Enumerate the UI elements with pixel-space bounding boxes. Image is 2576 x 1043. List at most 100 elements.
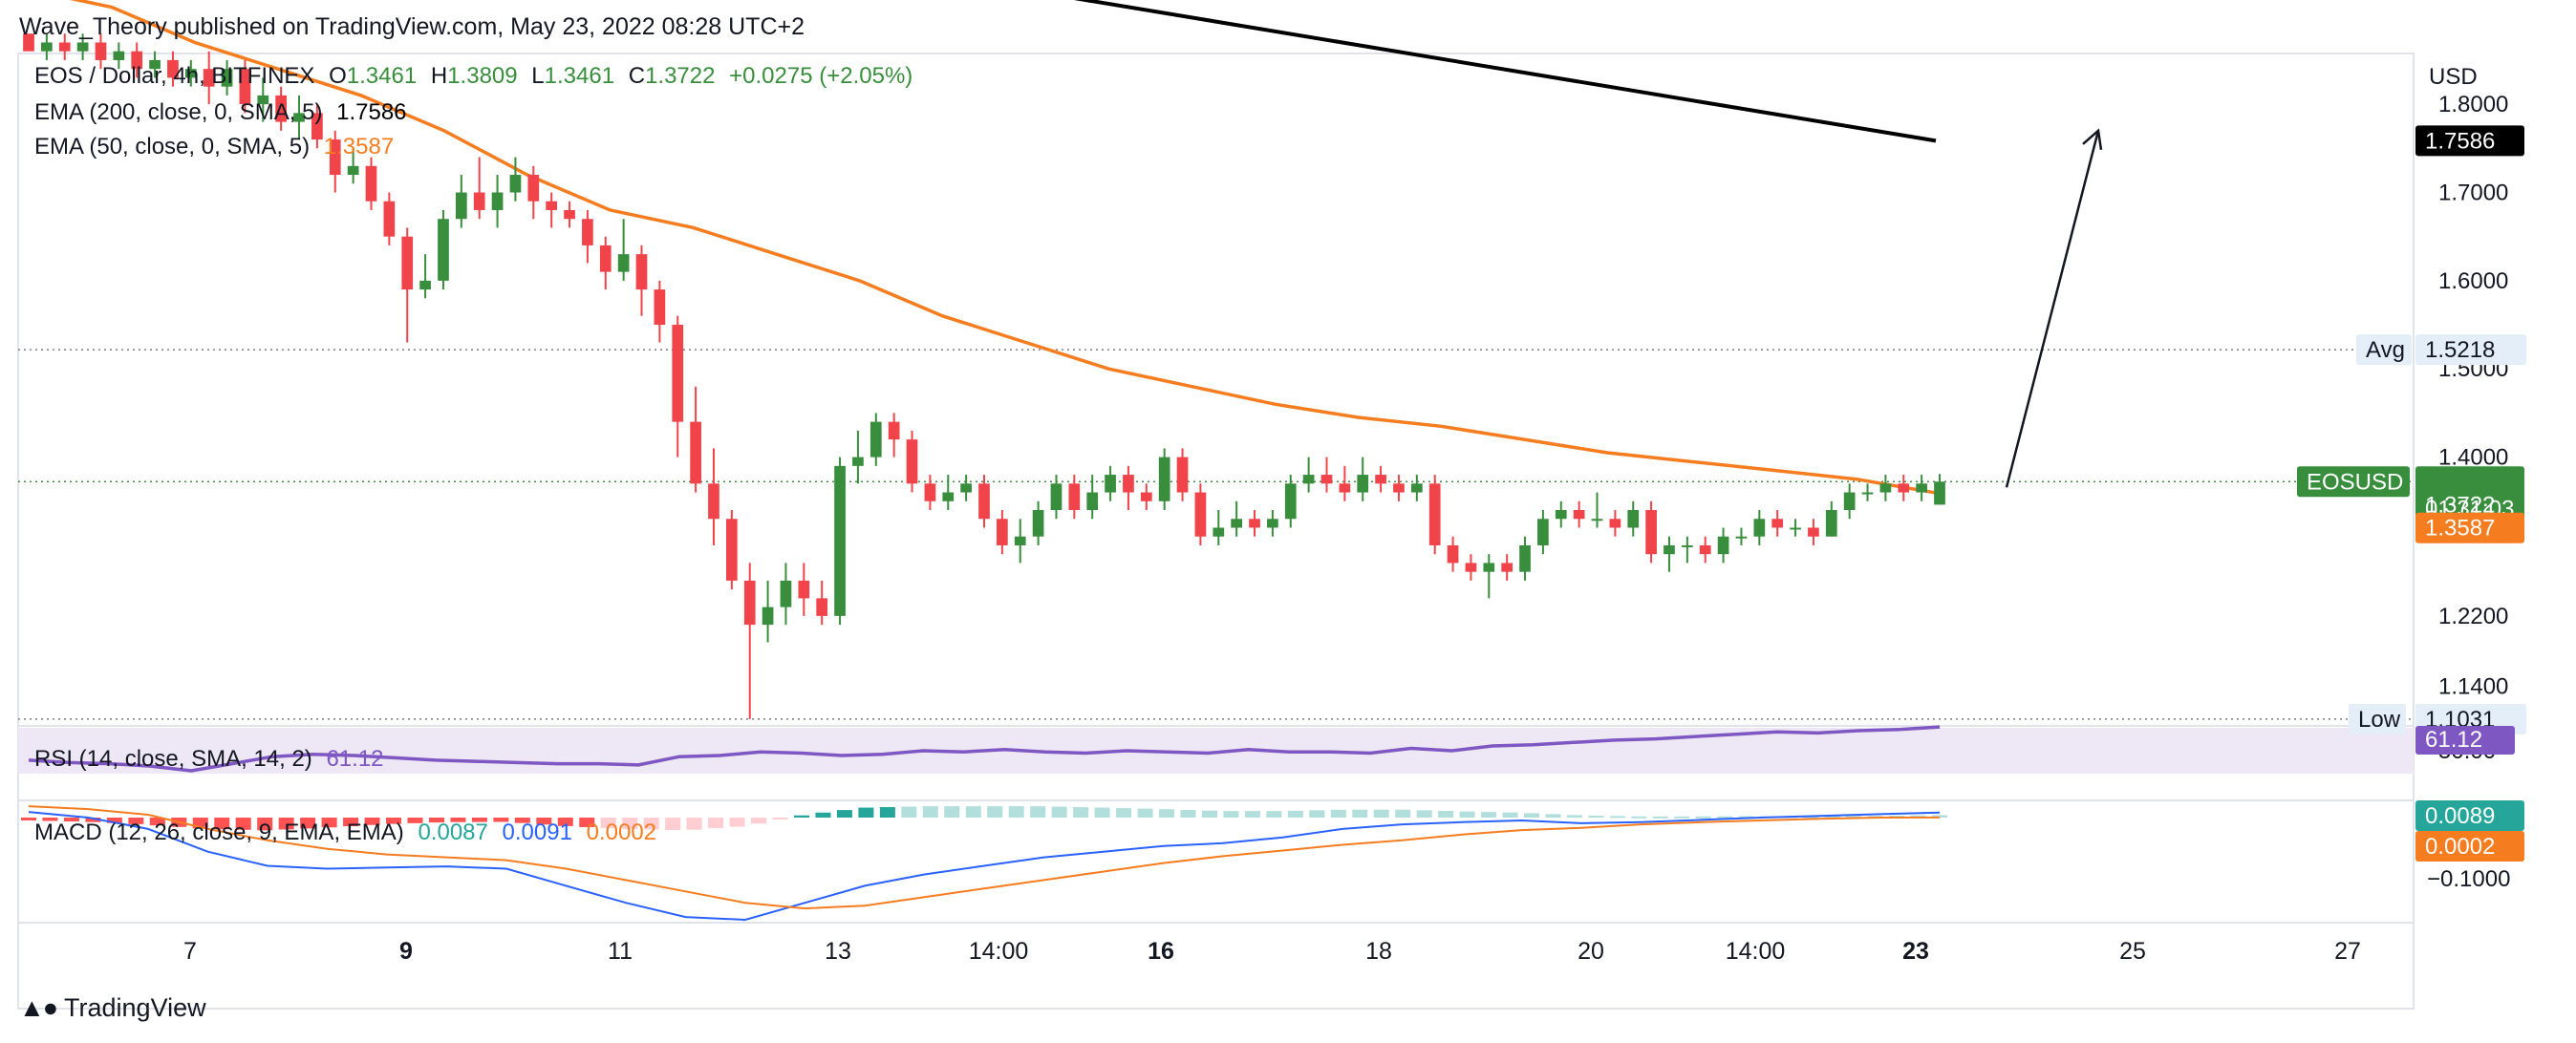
macd-histogram-bar bbox=[106, 818, 122, 823]
price-tick-label: 1.1400 bbox=[2438, 674, 2508, 700]
ema50-legend[interactable]: EMA (50, close, 0, SMA, 5) 1.3587 bbox=[34, 134, 401, 160]
macd-histogram-bar bbox=[1588, 815, 1604, 818]
candle-body bbox=[654, 289, 666, 326]
candle-body bbox=[690, 421, 701, 484]
macd-histogram-bar bbox=[235, 818, 251, 830]
macd-histogram-bar bbox=[1330, 809, 1346, 818]
candle-body bbox=[41, 42, 53, 52]
time-tick-label: 13 bbox=[825, 938, 851, 965]
price-tick-label: 1.2200 bbox=[2438, 604, 2508, 629]
candle-body bbox=[1825, 510, 1837, 537]
macd-legend[interactable]: MACD (12, 26, close, 9, EMA, EMA) 0.0087… bbox=[34, 820, 664, 846]
candle-body bbox=[1320, 475, 1333, 484]
macd-histogram-bar bbox=[471, 818, 487, 822]
macd-histogram-bar bbox=[1545, 814, 1561, 818]
macd-histogram-bar bbox=[1846, 816, 1862, 819]
candle-body bbox=[1393, 483, 1405, 493]
candle-body bbox=[599, 245, 612, 272]
macd-histogram-bar bbox=[836, 810, 852, 818]
candle-body bbox=[491, 192, 504, 210]
macd-histogram-bar bbox=[1094, 807, 1110, 818]
close-value: 1.3722 bbox=[645, 63, 716, 89]
macd-histogram-bar bbox=[1373, 809, 1389, 818]
macd-label: MACD (12, 26, close, 9, EMA, EMA) bbox=[34, 820, 404, 845]
brand-name: TradingView bbox=[64, 993, 206, 1022]
macd-histogram-bar bbox=[708, 818, 724, 829]
macd-histogram-bar bbox=[729, 818, 745, 827]
rsi-value-tag-text: 61.12 bbox=[2425, 727, 2482, 753]
macd-histogram-bar bbox=[42, 818, 58, 821]
candle-body bbox=[1735, 536, 1748, 539]
chart-frame bbox=[17, 53, 2415, 1010]
tradingview-brand[interactable]: ▲● TradingView bbox=[19, 993, 206, 1023]
macd-histogram-bar bbox=[879, 807, 895, 818]
macd-histogram-bar bbox=[643, 818, 659, 830]
macd-histogram-bar bbox=[1674, 816, 1690, 819]
candle-body bbox=[455, 192, 467, 220]
macd-value-tag-bg bbox=[2415, 800, 2524, 831]
ema200-legend[interactable]: EMA (200, close, 0, SMA, 5) 1.7586 bbox=[34, 99, 415, 126]
symbol-legend[interactable]: EOS / Dollar, 4h, BITFINEX O1.3461 H1.38… bbox=[34, 63, 920, 90]
candle-body bbox=[1771, 519, 1784, 528]
candle-body bbox=[1537, 519, 1549, 545]
macd-histogram-bar bbox=[665, 818, 681, 831]
rsi-label: RSI (14, close, SMA, 14, 2) bbox=[34, 746, 312, 772]
macd-histogram-bar bbox=[1524, 813, 1540, 818]
rsi-legend[interactable]: RSI (14, close, SMA, 14, 2) 61.12 bbox=[34, 746, 392, 773]
ema50-line bbox=[70, 0, 1941, 496]
candle-body bbox=[1916, 483, 1927, 493]
price-tick-label: 1.7000 bbox=[2438, 180, 2508, 205]
candle-body bbox=[1410, 483, 1423, 493]
macd-histogram-bar bbox=[1223, 811, 1239, 818]
candle-body bbox=[383, 201, 396, 237]
candle-body bbox=[978, 483, 990, 520]
ema200-line bbox=[1073, 0, 1937, 143]
candle-body bbox=[1645, 510, 1657, 555]
candle-body bbox=[1050, 483, 1063, 511]
candle-body bbox=[1573, 510, 1585, 520]
candle-body bbox=[401, 236, 414, 290]
macd-histogram-bar bbox=[1137, 808, 1153, 818]
candle-body bbox=[1158, 457, 1170, 501]
macd-histogram-bar bbox=[944, 806, 960, 818]
macd-histogram-bar bbox=[343, 818, 359, 827]
candle-body bbox=[203, 69, 215, 87]
avg-price-tag-bg bbox=[2415, 334, 2526, 366]
rsi-value: 61.12 bbox=[326, 746, 384, 772]
ema50-price-tag-text: 1.3587 bbox=[2425, 516, 2495, 542]
candle-body bbox=[1194, 492, 1207, 537]
low-label-tag-text: Low bbox=[2358, 707, 2401, 733]
macd-histogram-bar bbox=[557, 818, 573, 826]
candle-body bbox=[1068, 483, 1081, 511]
macd-histogram-bar bbox=[1287, 810, 1303, 818]
candle-body bbox=[1843, 492, 1856, 511]
macd-histogram-bar bbox=[858, 807, 874, 818]
candle-body bbox=[239, 69, 251, 105]
macd-histogram-bar bbox=[1073, 807, 1089, 818]
rsi-value-tag-bg bbox=[2415, 726, 2515, 755]
ema50-label: EMA (50, close, 0, SMA, 5) bbox=[34, 134, 311, 160]
candle-body bbox=[1086, 492, 1099, 511]
candle-body bbox=[762, 607, 774, 626]
macd-histogram-bar bbox=[815, 812, 831, 818]
macd-histogram-bar bbox=[407, 818, 423, 823]
macd-signal-tag-text: 0.0002 bbox=[2425, 834, 2495, 860]
macd-signal-tag-bg bbox=[2415, 831, 2524, 862]
macd-value-tag-text: 0.0089 bbox=[2425, 803, 2495, 829]
macd-histogram-bar bbox=[1824, 816, 1840, 819]
macd-histogram-bar bbox=[686, 818, 702, 830]
price-tick-label: 1.8000 bbox=[2438, 92, 2508, 117]
candle-body bbox=[1591, 519, 1603, 522]
candle-body bbox=[1465, 563, 1477, 572]
macd-histogram-bar bbox=[192, 818, 208, 829]
candle-body bbox=[708, 483, 719, 520]
candle-body bbox=[617, 254, 630, 272]
macd-histogram-bar bbox=[1051, 806, 1067, 818]
candle-body bbox=[1428, 483, 1441, 545]
candle-body bbox=[1447, 544, 1459, 564]
ema200-price-tag-bg bbox=[2415, 125, 2524, 157]
currency-label: USD bbox=[2429, 64, 2478, 90]
symbol-name: EOS / Dollar, 4h, BITFINEX bbox=[34, 63, 315, 89]
candle-body bbox=[95, 42, 107, 60]
